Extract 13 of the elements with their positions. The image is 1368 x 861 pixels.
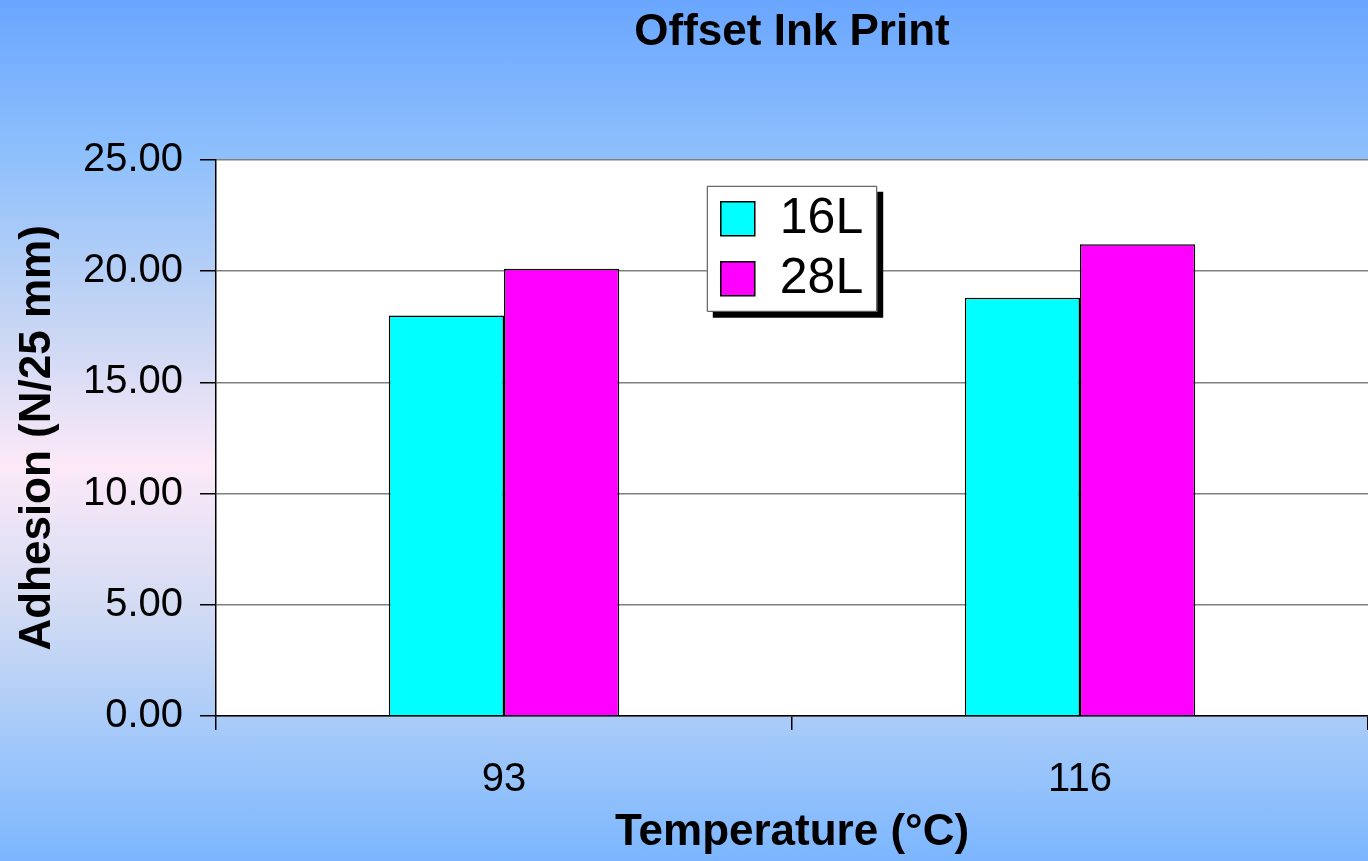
y-tick-label: 25.00 <box>82 134 183 179</box>
legend-label: 16L <box>779 187 864 244</box>
y-tick-label: 15.00 <box>82 357 183 402</box>
legend-label: 28L <box>779 247 864 304</box>
y-axis-title: Adhesion (N/25 mm) <box>9 225 59 651</box>
y-tick-label: 5.00 <box>105 579 183 624</box>
x-tick-label: 93 <box>481 755 527 800</box>
y-tick-label: 0.00 <box>105 691 183 736</box>
y-tick-label: 10.00 <box>82 468 183 513</box>
x-tick-label: 116 <box>1048 755 1112 800</box>
x-axis-title: Temperature (°C) <box>614 804 970 854</box>
y-tick-label: 20.00 <box>82 246 183 291</box>
chart-title: Offset Ink Print <box>634 4 951 54</box>
